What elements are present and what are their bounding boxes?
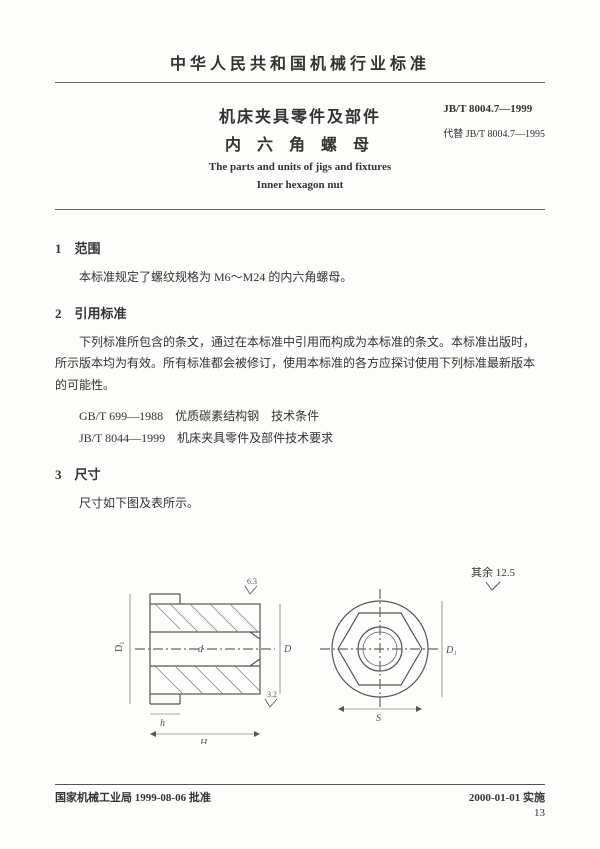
svg-text:D₁: D₁ — [114, 641, 125, 652]
section-2-body: 下列标准所包含的条文，通过在本标准中引用而构成为本标准的条文。本标准出版时，所示… — [55, 332, 545, 397]
section-3-num: 3 — [55, 467, 62, 482]
remark-value: 12.5 — [496, 567, 515, 579]
org-title: 中华人民共和国机械行业标准 — [55, 50, 545, 74]
section-2-num: 2 — [55, 306, 62, 321]
technical-drawing: 其余 12.5 — [55, 564, 545, 764]
section-3-body: 尺寸如下图及表所示。 — [55, 493, 545, 515]
section-1: 1 范围 本标准规定了螺纹规格为 M6～M24 的内六角螺母。 — [55, 238, 545, 289]
section-1-body: 本标准规定了螺纹规格为 M6～M24 的内六角螺母。 — [55, 267, 545, 289]
svg-text:D₁: D₁ — [445, 645, 457, 656]
svg-text:6.3: 6.3 — [247, 577, 257, 586]
svg-text:S: S — [376, 713, 381, 724]
footer-rule — [55, 784, 545, 785]
standard-code-block: JB/T 8004.7—1999 代替 JB/T 8004.7—1995 — [443, 103, 545, 140]
section-3-title: 尺寸 — [75, 467, 101, 482]
svg-text:H: H — [199, 738, 208, 744]
footer-approval: 国家机械工业局 1999-08-06 批准 — [55, 789, 211, 805]
document-page: 中华人民共和国机械行业标准 机床夹具零件及部件 内 六 角 螺 母 The pa… — [0, 0, 600, 849]
replaces-code: 代替 JB/T 8004.7—1995 — [443, 125, 545, 140]
page-number: 13 — [55, 807, 545, 819]
footer-effective: 2000-01-01 实施 — [469, 789, 545, 805]
section-2-title: 引用标准 — [75, 306, 127, 321]
section-1-head: 1 范围 — [55, 238, 545, 257]
drawing-svg: D₁ d D h H 6.3 — [90, 564, 510, 744]
section-1-title: 范围 — [75, 241, 101, 256]
surface-remark: 其余 12.5 — [471, 564, 515, 592]
section-2: 2 引用标准 下列标准所包含的条文，通过在本标准中引用而构成为本标准的条文。本标… — [55, 303, 545, 450]
title-en-line2: Inner hexagon nut — [55, 179, 545, 191]
remark-label: 其余 — [471, 567, 493, 579]
section-1-num: 1 — [55, 241, 62, 256]
svg-text:3.2: 3.2 — [267, 690, 277, 699]
section-2-head: 2 引用标准 — [55, 303, 545, 322]
svg-text:D: D — [283, 644, 292, 655]
title-en-line1: The parts and units of jigs and fixtures — [55, 161, 545, 173]
section-2-ref2: JB/T 8044—1999 机床夹具零件及部件技术要求 — [55, 428, 545, 450]
section-3-head: 3 尺寸 — [55, 464, 545, 483]
standard-code: JB/T 8004.7—1999 — [443, 103, 545, 115]
page-footer: 国家机械工业局 1999-08-06 批准 2000-01-01 实施 13 — [55, 784, 545, 819]
title-block: 机床夹具零件及部件 内 六 角 螺 母 The parts and units … — [55, 103, 545, 191]
section-3: 3 尺寸 尺寸如下图及表所示。 — [55, 464, 545, 515]
header-rule — [55, 82, 545, 83]
section-2-ref1: GB/T 699—1988 优质碳素结构钢 技术条件 — [55, 406, 545, 428]
title-rule — [55, 209, 545, 210]
svg-text:h: h — [160, 718, 165, 729]
